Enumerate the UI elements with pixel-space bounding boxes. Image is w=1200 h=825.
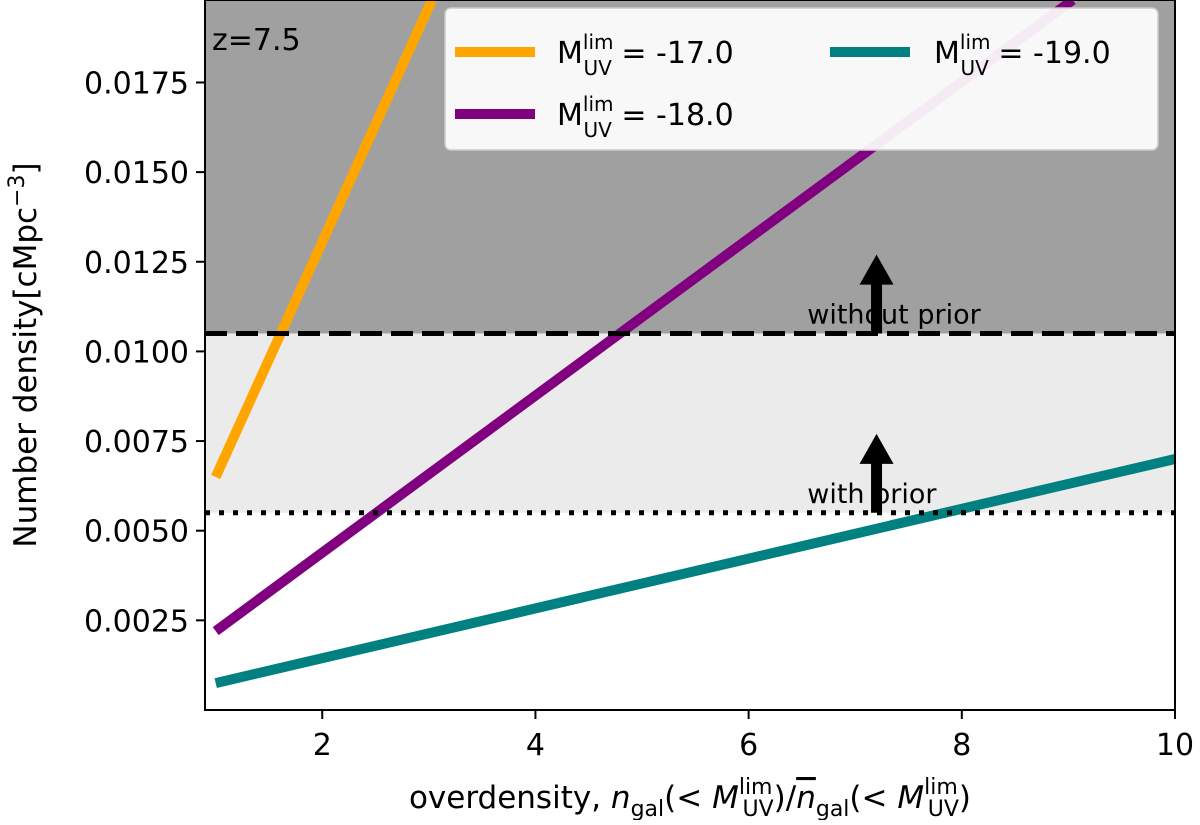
- y-tick-label-4: 0.0125: [84, 246, 189, 281]
- y-tick-label-1: 0.0050: [84, 515, 189, 550]
- y-tick-label-5: 0.0150: [84, 156, 189, 191]
- x-axis-ticks: 2 4 6 8 10: [313, 710, 1194, 763]
- without-prior-label: without prior: [807, 299, 981, 330]
- with-prior-label: with prior: [807, 479, 937, 510]
- x-tick-label-2: 2: [313, 728, 332, 763]
- x-axis-label: overdensity, ngal(< Mlim UV)/ngal(< Mlim U…: [409, 775, 971, 820]
- legend-label-m19: Mlim UV = -19.0: [934, 30, 1111, 80]
- y-tick-label-3: 0.0100: [84, 335, 189, 370]
- legend: Mlim UV = -17.0 Mlim UV = -19.0 Mlim UV = -…: [444, 7, 1159, 151]
- arrow-without-prior: [859, 254, 894, 334]
- y-tick-label-6: 0.0175: [84, 66, 189, 101]
- series-line-2: [214, 454, 1177, 688]
- x-tick-label-4: 4: [526, 728, 545, 763]
- arrows-layer: [859, 254, 894, 513]
- series-line-0: [211, 0, 437, 479]
- legend-entry-m18: Mlim UV = -18.0: [455, 92, 734, 142]
- y-tick-label-2: 0.0075: [84, 425, 189, 460]
- y-tick-label-0: 0.0025: [84, 604, 189, 639]
- y-axis-label: Number density[cMpc−3]: [5, 162, 44, 547]
- y-axis-ticks: 0.0025 0.0050 0.0075 0.0100 0.0125 0.0150 0.01…: [84, 66, 205, 639]
- arrow-with-prior: [859, 433, 894, 513]
- arrow-with-prior-head: [859, 433, 894, 464]
- legend-entry-m19: Mlim UV = -19.0: [830, 30, 1111, 80]
- x-tick-label-10: 10: [1156, 728, 1194, 763]
- x-tick-label-6: 6: [739, 728, 758, 763]
- legend-label-m17: Mlim UV = -17.0: [557, 30, 734, 80]
- axes-frame: [204, 0, 1176, 711]
- x-tick-label-8: 8: [952, 728, 971, 763]
- hlines-layer: [205, 330, 1175, 516]
- arrow-without-prior-head: [859, 254, 894, 285]
- legend-entry-m17: Mlim UV = -17.0: [455, 30, 734, 80]
- legend-label-m18: Mlim UV = -18.0: [557, 92, 734, 142]
- with-prior-region: [205, 333, 1175, 513]
- legend-box: [444, 7, 1159, 151]
- redshift-label: z=7.5: [212, 23, 301, 58]
